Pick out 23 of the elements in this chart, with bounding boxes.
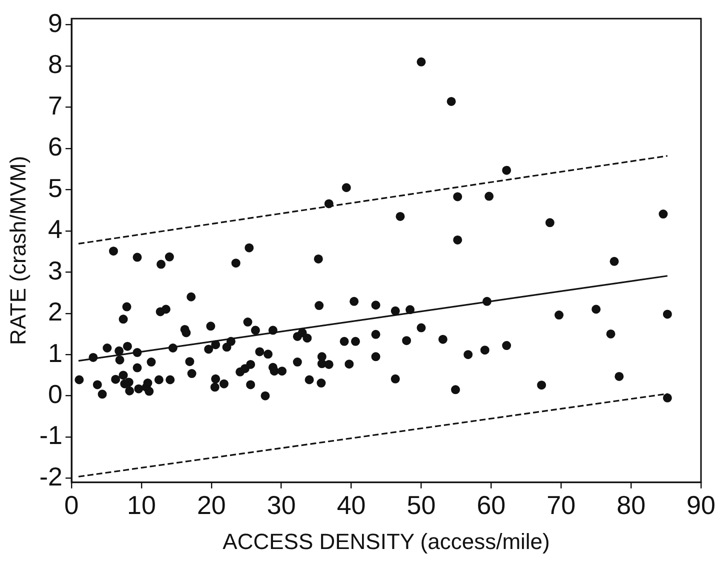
x-axis-title: ACCESS DENSITY (access/mile) — [222, 528, 550, 554]
x-tick-label: 30 — [266, 490, 296, 520]
x-tick-label: 50 — [406, 490, 436, 520]
x-tick-label: 40 — [336, 490, 366, 520]
x-tick-label: 60 — [476, 490, 506, 520]
x-tick-label: 70 — [546, 490, 576, 520]
y-tick-label: 8 — [48, 49, 63, 80]
y-axis-title: RATE (crash/MVM) — [5, 156, 30, 346]
y-tick-label: 0 — [48, 378, 63, 409]
y-tick-label: 6 — [48, 132, 63, 162]
x-tick-label: 90 — [686, 490, 716, 520]
y-tick-label: 9 — [48, 8, 63, 38]
y-tick-label: 3 — [48, 255, 63, 286]
y-tick-label: 2 — [48, 296, 63, 327]
x-tick-label: 10 — [127, 490, 156, 520]
y-tick-label: 7 — [48, 90, 63, 120]
y-tick-label: -1 — [39, 420, 63, 450]
x-tick-label: 80 — [616, 490, 646, 520]
y-tick-label: -2 — [39, 461, 63, 492]
y-tick-label: 4 — [48, 214, 63, 244]
x-tick-label: 20 — [196, 490, 226, 520]
y-tick-label: 1 — [48, 338, 63, 368]
y-tick-label: 5 — [48, 172, 63, 203]
